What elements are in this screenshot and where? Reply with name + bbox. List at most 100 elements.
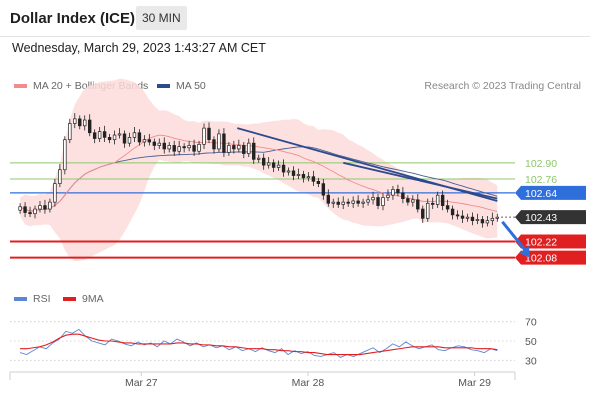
candles [18, 113, 500, 228]
interval-selector[interactable]: 30 MIN [136, 6, 187, 30]
candle-body [485, 220, 490, 224]
level-tag-pivot [515, 185, 586, 200]
candle-body [396, 189, 400, 194]
rsi-tick-label: 70 [525, 317, 537, 329]
candle-body [470, 216, 475, 221]
candle-body [92, 132, 97, 139]
candle-body [137, 132, 142, 143]
candle-body [376, 197, 380, 206]
candle-body [381, 197, 385, 206]
candle-body [182, 146, 186, 149]
candle-body [416, 199, 420, 210]
candle-body [475, 219, 480, 221]
rsi-line [19, 328, 498, 358]
candle-body [276, 164, 281, 168]
candle-body [73, 118, 77, 124]
projection-arrow-head [519, 246, 531, 258]
level-tag-current [515, 210, 586, 225]
rsi-tick-label: 30 [525, 355, 537, 367]
level-label-pivot: 102.64 [525, 188, 557, 200]
candle-body [83, 119, 87, 127]
candle-body [162, 142, 166, 150]
candle-body [401, 192, 405, 200]
candle-body [351, 200, 355, 204]
trendline-2 [343, 161, 498, 200]
bollinger-band [20, 78, 498, 262]
chart-header: Dollar Index (ICE) 30 MIN [0, 0, 590, 36]
time-axis-label: Mar 27 [125, 377, 158, 389]
instrument-title: Dollar Index (ICE) [10, 10, 136, 27]
candle-body [252, 142, 256, 160]
candle-body [306, 176, 311, 179]
legend-ma50-label: MA 50 [176, 80, 206, 92]
candle-body [38, 205, 42, 210]
candle-body [257, 157, 261, 160]
candle-body [495, 216, 500, 219]
rsi-ma-line [20, 333, 498, 356]
level-label-resistance: 102.90 [525, 158, 557, 170]
time-axis-label: Mar 29 [458, 377, 491, 389]
candle-body [421, 208, 425, 219]
candle-body [291, 170, 296, 176]
candle-body [445, 205, 450, 210]
candle-body [227, 145, 231, 153]
rsi-swatch [14, 297, 27, 301]
candle-body [430, 202, 435, 205]
candle-body [440, 194, 445, 206]
candle-body [450, 208, 455, 216]
candle-body [187, 145, 191, 149]
rsi-legend-label: RSI [33, 293, 51, 305]
rsi-tick-label: 50 [525, 336, 537, 348]
ma50-swatch [157, 84, 170, 88]
candle-body [147, 139, 152, 143]
level-tag-support [515, 234, 586, 249]
candle-body [331, 201, 335, 204]
candle-body [266, 162, 271, 166]
level-label-resistance: 102.76 [525, 174, 557, 186]
candle-body [157, 142, 161, 146]
time-axis-label: Mar 28 [292, 377, 325, 389]
candle-body [296, 174, 301, 176]
candle-body [341, 201, 345, 205]
candle-body [177, 146, 181, 152]
level-label-support: 102.08 [525, 253, 557, 265]
candle-body [48, 201, 52, 210]
candle-body [78, 118, 82, 127]
candle-body [122, 133, 127, 144]
candle-body [33, 208, 37, 215]
candle-body [232, 145, 236, 150]
candle-body [356, 200, 360, 204]
candle-body [68, 123, 72, 141]
candle-body [366, 199, 370, 203]
candle-body [386, 194, 390, 198]
candle-body [117, 133, 122, 136]
candle-body [102, 131, 107, 138]
candle-body [112, 134, 117, 141]
candle-body [132, 132, 137, 138]
candle-body [311, 176, 316, 182]
rsi-ma-legend-label: 9MA [82, 293, 104, 305]
candle-body [247, 142, 251, 154]
candle-body [202, 127, 206, 145]
level-label-current: 102.43 [525, 212, 557, 224]
candle-body [28, 212, 32, 215]
candle-body [217, 133, 221, 150]
candle-body [411, 199, 415, 203]
candle-body [271, 162, 276, 168]
candle-body [172, 145, 176, 152]
candle-body [127, 137, 132, 144]
candle-body [142, 139, 147, 143]
candle-body [237, 145, 241, 150]
candle-body [207, 127, 211, 141]
candle-body [152, 141, 157, 146]
legend-ma50: MA 50 [157, 80, 206, 92]
candle-body [361, 201, 365, 204]
candle-body [286, 170, 291, 173]
candle-body [87, 119, 92, 134]
candle-body [23, 206, 27, 213]
candle-body [391, 189, 395, 196]
level-tag-support [515, 250, 586, 265]
candle-body [426, 202, 430, 219]
timestamp: Wednesday, March 29, 2023 1:43:27 AM CET [12, 41, 266, 55]
